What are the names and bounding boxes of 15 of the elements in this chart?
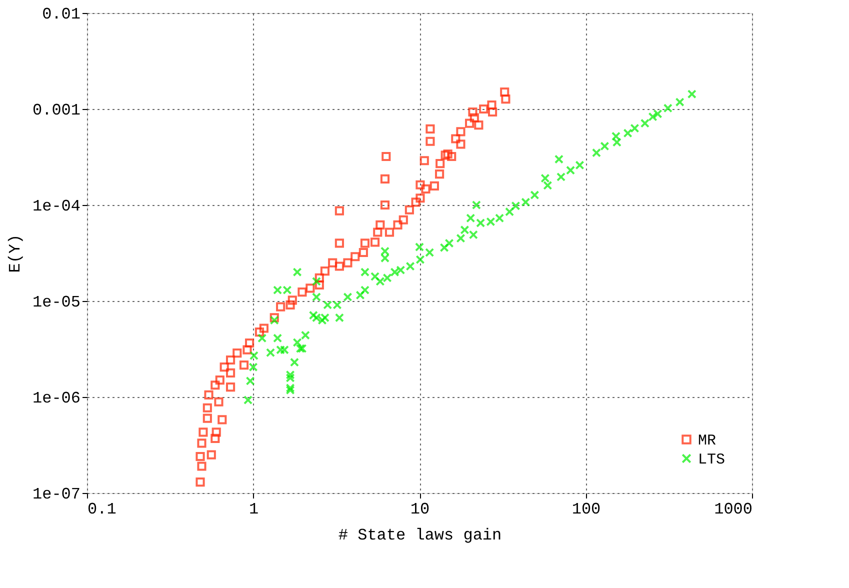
- y-tick-label: 1e-05: [32, 294, 80, 312]
- x-tick-label: 10: [410, 500, 430, 518]
- x-tick-label: 1: [248, 500, 259, 518]
- y-tick-label: 0.01: [42, 6, 80, 24]
- x-axis-title: # State laws gain: [338, 526, 502, 544]
- y-tick-label: 1e-07: [32, 486, 80, 504]
- legend-label: MR: [698, 432, 716, 450]
- x-tick-label: 0.1: [88, 500, 116, 518]
- legend-label: LTS: [698, 452, 726, 468]
- y-tick-label: 1e-04: [32, 198, 80, 216]
- y-tick-label: 1e-06: [32, 390, 80, 408]
- y-axis-title: E(Y): [6, 234, 24, 273]
- x-tick-label: 100: [572, 500, 601, 518]
- y-tick-label: 0.001: [32, 102, 80, 120]
- x-tick-label: 1000: [714, 500, 752, 518]
